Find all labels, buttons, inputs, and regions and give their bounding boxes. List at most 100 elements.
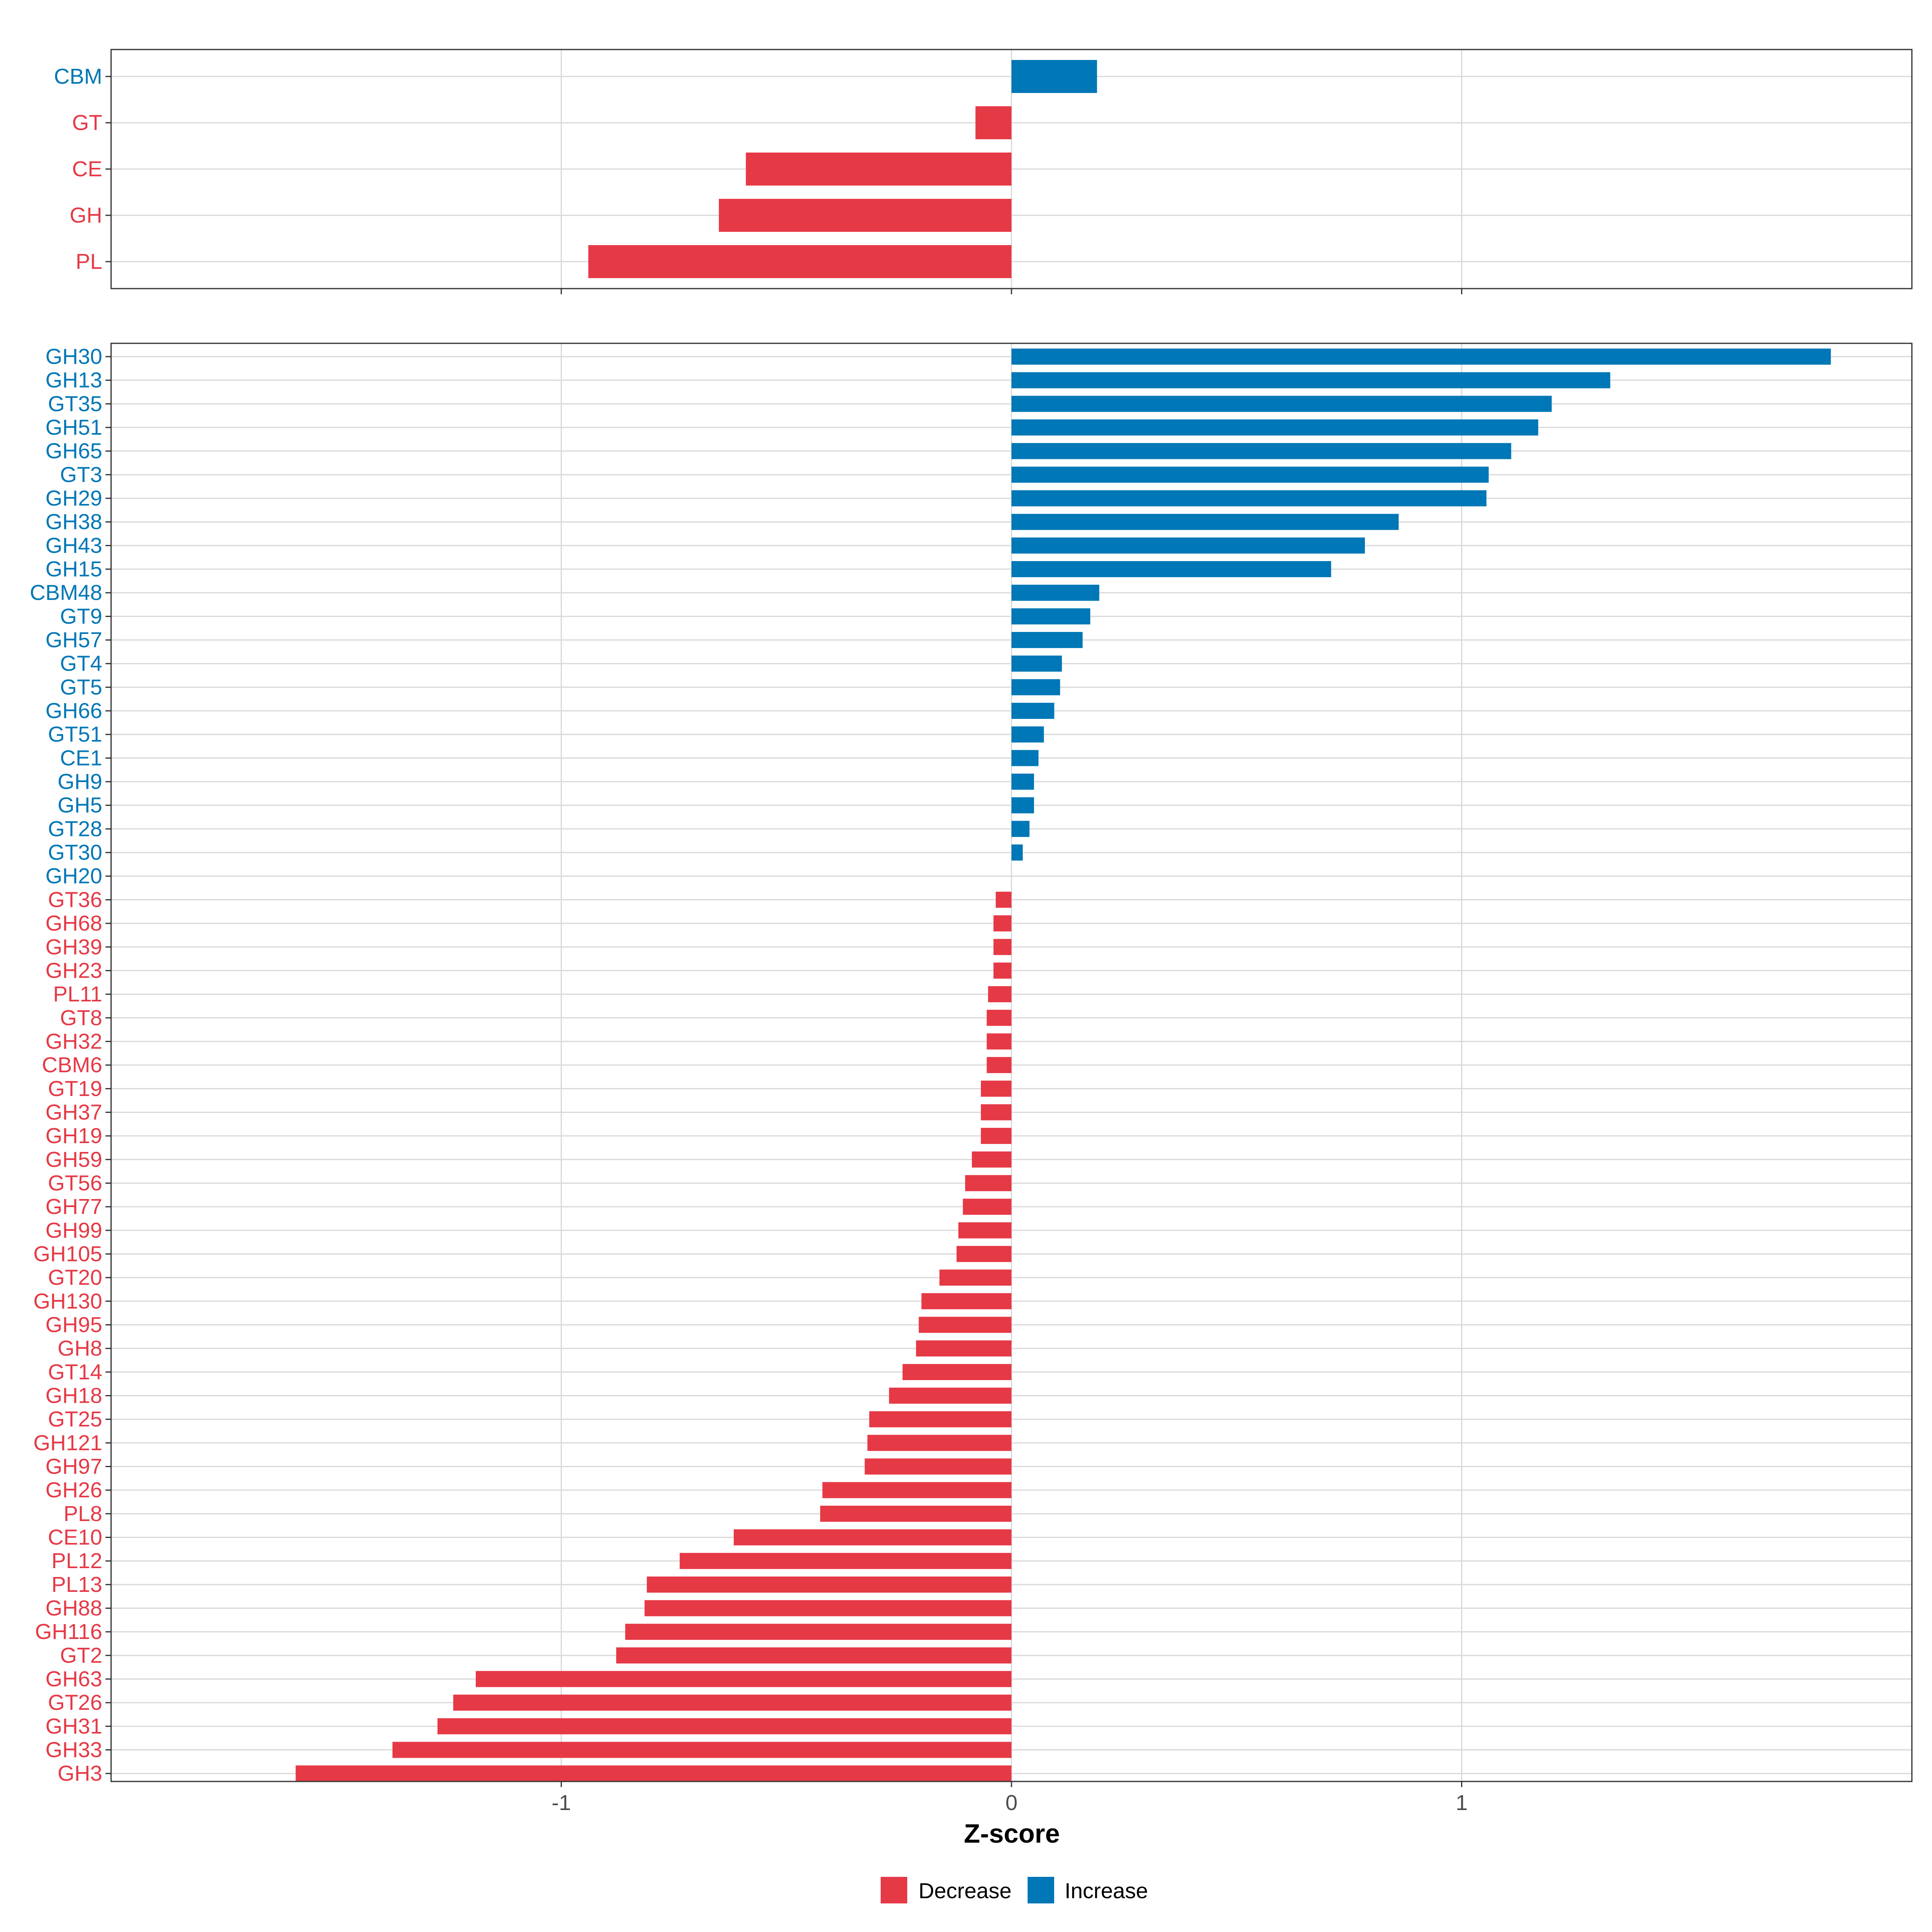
y-tick-label-gh13: GH13 [45, 368, 102, 392]
bar-gh51 [1011, 419, 1538, 436]
bottom-panel-border [110, 343, 1913, 1782]
y-tick-label-gh65: GH65 [45, 439, 102, 463]
bar-gh97 [865, 1458, 1011, 1475]
bar-ce10 [733, 1529, 1011, 1546]
y-tick-label-cbm: CBM [54, 64, 102, 89]
y-tick-label-gt28: GT28 [48, 817, 102, 841]
bar-cbm [1011, 60, 1097, 93]
y-tick-label-gt25: GT25 [48, 1407, 102, 1431]
y-tick-label-gh18: GH18 [45, 1383, 102, 1408]
y-tick-label-gh66: GH66 [45, 699, 102, 723]
bar-gt36 [995, 892, 1011, 908]
y-tick-label-gt26: GT26 [48, 1690, 102, 1715]
y-tick-label-gh130: GH130 [33, 1289, 102, 1313]
y-tick-label-gh121: GH121 [33, 1431, 102, 1455]
y-tick-label-gt2: GT2 [60, 1643, 102, 1668]
y-tick-label-gh77: GH77 [45, 1195, 102, 1219]
y-tick-label-gt: GT [72, 111, 102, 135]
bar-gh88 [644, 1600, 1011, 1616]
y-tick-label-gh63: GH63 [45, 1667, 102, 1691]
legend-swatch-increase [1028, 1877, 1054, 1903]
bar-pl8 [820, 1505, 1011, 1522]
y-tick-label-gt56: GT56 [48, 1171, 102, 1195]
bar-gh37 [980, 1104, 1011, 1121]
top-panel: CBM GT CE GH PL [54, 49, 1913, 294]
legend-label-decrease: Decrease [919, 1879, 1011, 1903]
y-tick-label-pl8: PL8 [64, 1502, 102, 1526]
bar-gh8 [916, 1340, 1011, 1357]
x-tick-label-0: 0 [1005, 1791, 1018, 1815]
bar-gt3 [1011, 466, 1489, 483]
y-tick-label-pl: PL [76, 250, 102, 274]
y-tick-label-gh37: GH37 [45, 1100, 102, 1124]
legend: Decrease Increase [881, 1877, 1148, 1903]
y-tick-label-gh38: GH38 [45, 510, 102, 534]
bar-gt5 [1011, 679, 1060, 696]
top-panel-border [110, 49, 1913, 289]
bar-gt9 [1011, 608, 1090, 625]
y-tick-label-gh29: GH29 [45, 486, 102, 510]
bar-pl13 [647, 1576, 1011, 1593]
bar-gh66 [1011, 703, 1055, 719]
bar-gh38 [1011, 514, 1399, 530]
bar-gt28 [1011, 821, 1030, 837]
bar-pl11 [988, 986, 1011, 1003]
y-tick-label-gt20: GT20 [48, 1265, 102, 1290]
y-tick-label-pl13: PL13 [52, 1573, 102, 1597]
bar-gh99 [958, 1222, 1011, 1238]
bar-gt26 [453, 1695, 1011, 1711]
bar-gh105 [956, 1246, 1011, 1262]
bar-gt19 [980, 1080, 1011, 1097]
y-tick-label-gh9: GH9 [58, 770, 102, 794]
y-tick-label-gh39: GH39 [45, 935, 102, 959]
bottom-panel-bars [295, 349, 1831, 1782]
bar-gh63 [475, 1671, 1011, 1687]
y-tick-label-gt51: GT51 [48, 722, 102, 747]
legend-label-increase: Increase [1065, 1879, 1148, 1903]
bar-pl [588, 245, 1011, 278]
y-tick-label-cbm6: CBM6 [42, 1053, 102, 1077]
y-tick-label-gh88: GH88 [45, 1596, 102, 1620]
y-tick-label-ce10: CE10 [48, 1525, 102, 1550]
y-tick-label-gt9: GT9 [60, 604, 102, 628]
y-tick-label-gh57: GH57 [45, 628, 102, 652]
top-panel-category-labels: CBM GT CE GH PL [54, 64, 102, 274]
y-tick-label-gh31: GH31 [45, 1714, 102, 1738]
y-tick-label-gh116: GH116 [35, 1620, 102, 1644]
bar-gh57 [1011, 632, 1083, 648]
bar-gh116 [625, 1624, 1011, 1640]
bottom-panel-x-ticks: -1 0 1 [105, 356, 1468, 1815]
x-tick-label--1: -1 [551, 1791, 571, 1815]
y-tick-label-gt35: GT35 [48, 392, 102, 416]
top-panel-x-ticks [105, 76, 1462, 294]
y-tick-label-gh59: GH59 [45, 1148, 102, 1172]
y-tick-label-gt14: GT14 [48, 1360, 102, 1384]
bar-gh95 [919, 1317, 1011, 1333]
y-tick-label-ce1: CE1 [60, 746, 102, 770]
y-tick-label-gh3: GH3 [58, 1761, 102, 1785]
bar-gt20 [939, 1269, 1011, 1286]
y-tick-label-gt36: GT36 [48, 888, 102, 912]
y-tick-label-gh: GH [70, 203, 102, 227]
bar-gt51 [1011, 726, 1044, 743]
bar-gh32 [987, 1033, 1011, 1050]
y-tick-label-cbm48: CBM48 [30, 581, 102, 605]
y-tick-label-gh97: GH97 [45, 1454, 102, 1478]
y-tick-label-ce: CE [72, 157, 102, 181]
bar-cbm6 [987, 1057, 1011, 1073]
bar-gh3 [295, 1765, 1012, 1782]
bar-gh121 [867, 1435, 1011, 1451]
y-tick-label-gh105: GH105 [33, 1242, 102, 1266]
bar-gh30 [1011, 349, 1831, 365]
y-tick-label-gt19: GT19 [48, 1077, 102, 1101]
y-tick-label-gh51: GH51 [45, 415, 102, 440]
bar-gh130 [921, 1293, 1011, 1309]
bar-gh9 [1011, 774, 1034, 790]
x-axis-title: Z-score [964, 1818, 1060, 1848]
bar-gt56 [965, 1175, 1011, 1191]
bar-gt8 [987, 1009, 1011, 1026]
x-tick-label-1: 1 [1455, 1791, 1468, 1815]
y-tick-label-gh30: GH30 [45, 345, 102, 369]
bar-gt4 [1011, 655, 1062, 672]
y-tick-label-gt8: GT8 [60, 1006, 102, 1030]
